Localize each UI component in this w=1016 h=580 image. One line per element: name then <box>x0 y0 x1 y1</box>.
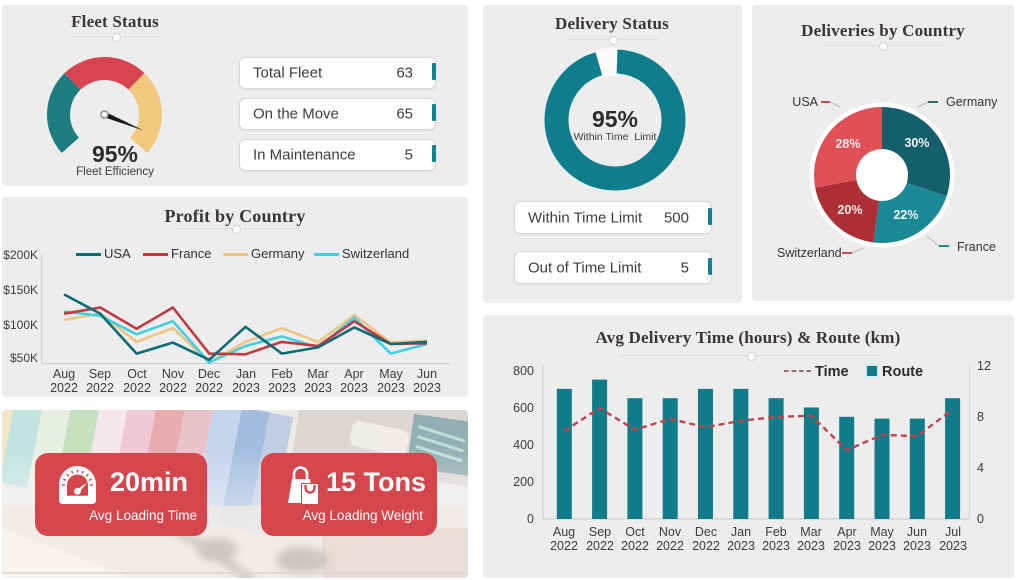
svg-text:30%: 30% <box>904 136 929 150</box>
svg-text:28%: 28% <box>835 137 860 151</box>
svg-text:20%: 20% <box>837 203 862 217</box>
svg-text:22%: 22% <box>893 208 918 222</box>
